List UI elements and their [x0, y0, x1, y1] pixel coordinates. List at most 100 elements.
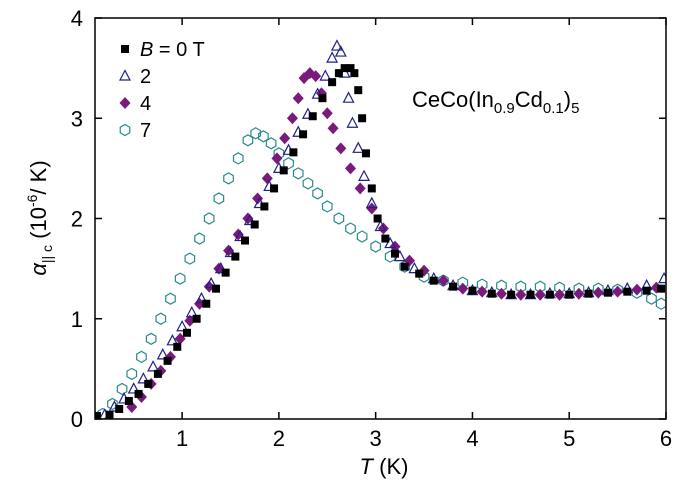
data-point: [194, 232, 205, 245]
data-point: [515, 288, 527, 301]
data-point: [283, 157, 294, 170]
data-point: [205, 276, 218, 289]
data-point: [243, 213, 256, 226]
data-point: [655, 297, 666, 310]
data-point: [335, 142, 347, 155]
legend-marker-1: [119, 69, 131, 81]
data-point: [429, 276, 438, 285]
data-point: [234, 229, 247, 242]
data-point: [127, 382, 140, 394]
y-tick-label: 0: [71, 407, 83, 432]
data-point: [176, 319, 189, 332]
x-tick-label: 3: [370, 426, 382, 451]
x-tick-label: 2: [273, 426, 285, 451]
data-point: [194, 297, 206, 310]
data-point: [642, 286, 651, 295]
data-point: [367, 184, 376, 193]
data-point: [221, 268, 230, 277]
data-point: [250, 220, 259, 229]
data-point: [657, 284, 666, 293]
data-point: [377, 222, 389, 235]
data-point: [260, 202, 269, 211]
data-point: [358, 169, 371, 181]
data-point: [631, 283, 643, 296]
data-point: [400, 262, 409, 271]
data-point: [271, 152, 283, 165]
data-point: [250, 127, 262, 140]
data-point: [279, 166, 288, 175]
data-point: [352, 141, 365, 153]
data-point: [328, 78, 337, 87]
data-point: [457, 282, 469, 295]
data-point: [308, 112, 317, 121]
data-points: [95, 39, 666, 419]
data-point: [507, 290, 516, 299]
data-point: [279, 132, 291, 145]
legend-label-2: 4: [140, 93, 151, 115]
data-point: [354, 182, 366, 195]
data-point: [261, 172, 273, 185]
data-point: [565, 290, 574, 299]
data-point: [302, 177, 314, 190]
data-point: [223, 172, 234, 185]
data-point: [203, 280, 215, 293]
y-tick-label: 1: [71, 307, 83, 332]
data-point: [408, 261, 421, 274]
legend-label-0: B = 0 T: [140, 39, 205, 61]
data-point: [415, 269, 424, 278]
data-point: [468, 286, 477, 295]
data-point: [318, 94, 327, 103]
data-point: [137, 372, 150, 384]
data-point: [449, 282, 458, 291]
data-point: [350, 69, 359, 78]
data-point: [211, 284, 220, 293]
data-point: [391, 249, 400, 258]
data-point: [384, 236, 397, 249]
x-tick-label: 1: [176, 426, 188, 451]
data-point: [358, 114, 367, 123]
data-point: [340, 64, 349, 73]
data-point: [145, 332, 157, 345]
data-point: [299, 130, 308, 139]
x-axis-label: T (K): [360, 454, 409, 479]
data-point: [334, 45, 347, 57]
data-point: [612, 285, 624, 298]
data-point: [476, 285, 488, 298]
data-point: [95, 411, 101, 419]
series-2T: [95, 39, 666, 419]
data-point: [365, 196, 378, 209]
data-point: [203, 212, 215, 225]
data-point: [354, 86, 363, 95]
data-point: [115, 404, 124, 413]
series-4T: [126, 67, 662, 413]
data-point: [286, 112, 298, 125]
data-point: [342, 91, 355, 103]
y-tick-label: 4: [71, 6, 83, 31]
data-point: [144, 379, 153, 388]
data-point: [495, 287, 507, 300]
data-point: [265, 137, 277, 150]
data-point: [292, 167, 304, 180]
data-point: [184, 252, 196, 265]
data-point: [116, 382, 128, 396]
data-point: [584, 289, 593, 298]
data-point: [526, 290, 535, 299]
data-point: [202, 299, 211, 308]
data-point: [252, 192, 264, 205]
data-point: [213, 192, 225, 205]
axis-ticks: 1 2 3 4 5 6 0 1 2 3 4: [71, 6, 672, 451]
y-tick-label: 3: [71, 106, 83, 131]
data-point: [346, 64, 355, 73]
data-point: [312, 187, 323, 200]
data-point: [185, 305, 198, 318]
data-point: [163, 356, 172, 365]
data-point: [370, 240, 382, 253]
data-point: [592, 286, 604, 299]
data-point: [174, 332, 186, 345]
data-point: [646, 292, 657, 305]
x-tick-label: 6: [660, 426, 672, 451]
data-point: [258, 130, 269, 143]
data-point: [374, 219, 387, 232]
data-point: [124, 396, 133, 405]
data-point: [311, 87, 324, 99]
